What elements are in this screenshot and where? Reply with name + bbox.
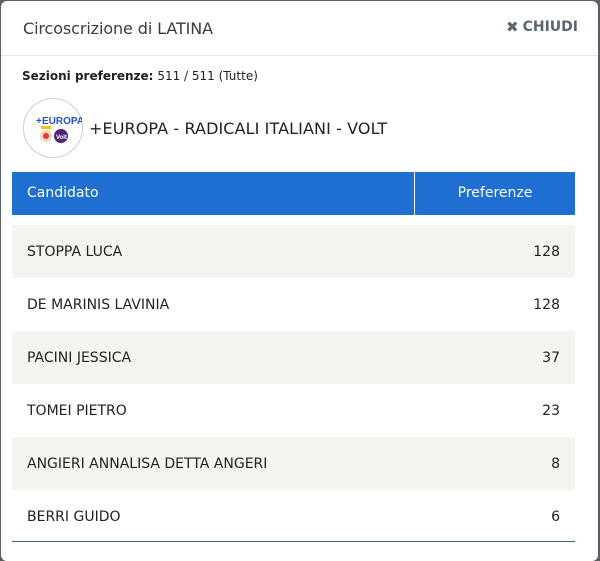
candidate-name: ANGIERI ANNALISA DETTA ANGERI <box>27 455 268 472</box>
table-body: STOPPA LUCA 128 DE MARINIS LAVINIA 128 P… <box>12 225 575 543</box>
candidate-name: BERRI GUIDO <box>27 508 121 525</box>
preference-count: 8 <box>551 455 560 472</box>
preference-count: 6 <box>551 508 560 525</box>
candidate-name: PACINI JESSICA <box>27 349 132 366</box>
column-header-candidate[interactable]: Candidato <box>12 172 415 215</box>
table-row: BERRI GUIDO 6 <box>12 490 575 543</box>
svg-text:Volt: Volt <box>56 135 67 141</box>
candidate-name: TOMEI PIETRO <box>27 402 127 419</box>
sezioni-preferenze: Sezioni preferenze: 511 / 511 (Tutte) <box>22 69 258 83</box>
table-row: ANGIERI ANNALISA DETTA ANGERI 8 <box>12 437 575 490</box>
close-icon: ✖ <box>506 18 519 36</box>
preference-count: 37 <box>542 349 560 366</box>
table-row: DE MARINIS LAVINIA 128 <box>12 278 575 331</box>
sezioni-label: Sezioni preferenze: <box>22 69 154 83</box>
close-label: CHIUDI <box>522 19 578 35</box>
svg-text:EUROPA: EUROPA <box>42 116 82 127</box>
table-bottom-border <box>12 541 575 542</box>
candidate-name: DE MARINIS LAVINIA <box>27 296 170 313</box>
party-name: +EUROPA - RADICALI ITALIANI - VOLT <box>89 118 388 138</box>
preference-count: 128 <box>533 296 560 313</box>
party-logo: + EUROPA Volt <box>23 98 84 158</box>
preference-count: 128 <box>533 243 560 260</box>
table-row: PACINI JESSICA 37 <box>12 331 575 384</box>
modal-header: Circoscrizione di LATINA ✖ CHIUDI <box>1 1 598 56</box>
candidates-table: Candidato Preferenze STOPPA LUCA 128 DE … <box>12 172 575 543</box>
close-button[interactable]: ✖ CHIUDI <box>506 19 578 35</box>
modal-title: Circoscrizione di LATINA <box>23 19 213 38</box>
table-row: TOMEI PIETRO 23 <box>12 384 575 437</box>
svg-text:+: + <box>36 116 42 127</box>
sezioni-value: 511 / 511 (Tutte) <box>157 69 258 83</box>
table-header: Candidato Preferenze <box>12 172 575 215</box>
preference-count: 23 <box>542 402 560 419</box>
column-header-preferences[interactable]: Preferenze <box>457 185 533 201</box>
party-header: + EUROPA Volt +EUROPA - RADICALI ITALIAN… <box>23 98 387 158</box>
candidate-name: STOPPA LUCA <box>27 243 123 260</box>
party-logo-icon: + EUROPA Volt <box>26 101 84 155</box>
table-row: STOPPA LUCA 128 <box>12 225 575 278</box>
